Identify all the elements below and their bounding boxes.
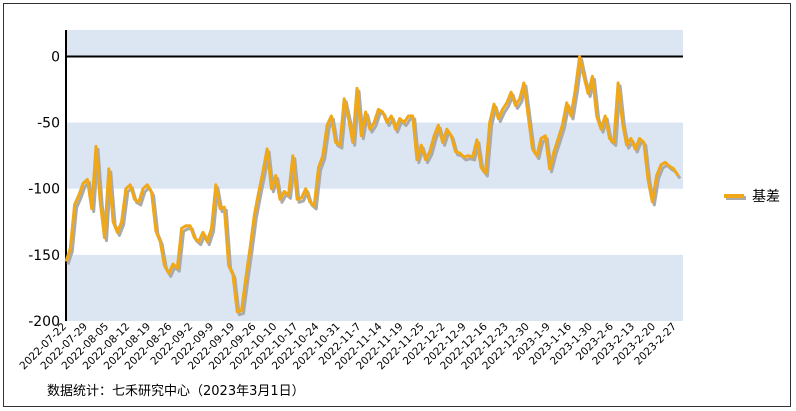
- series-layer: [64, 55, 682, 317]
- band: [66, 30, 683, 57]
- y-tick-label: -50: [37, 116, 60, 132]
- band: [66, 122, 683, 189]
- legend: 基差: [724, 188, 780, 205]
- series-line-shadow: [66, 58, 682, 317]
- y-tick-label: 0: [51, 49, 60, 65]
- y-tick-label: -200: [28, 314, 60, 330]
- background-bands: [66, 30, 683, 321]
- legend-label: 基差: [752, 188, 780, 205]
- chart-frame: [3, 3, 791, 407]
- source-note: 数据统计：七禾研究中心（2023年3月1日）: [47, 384, 305, 399]
- series-line: [64, 55, 680, 314]
- y-tick-label: -100: [28, 182, 60, 198]
- y-tick-label: -150: [28, 248, 60, 264]
- x-axis: 2022-07-222022-07-292022-08-052022-08-12…: [17, 320, 679, 372]
- band: [66, 254, 683, 321]
